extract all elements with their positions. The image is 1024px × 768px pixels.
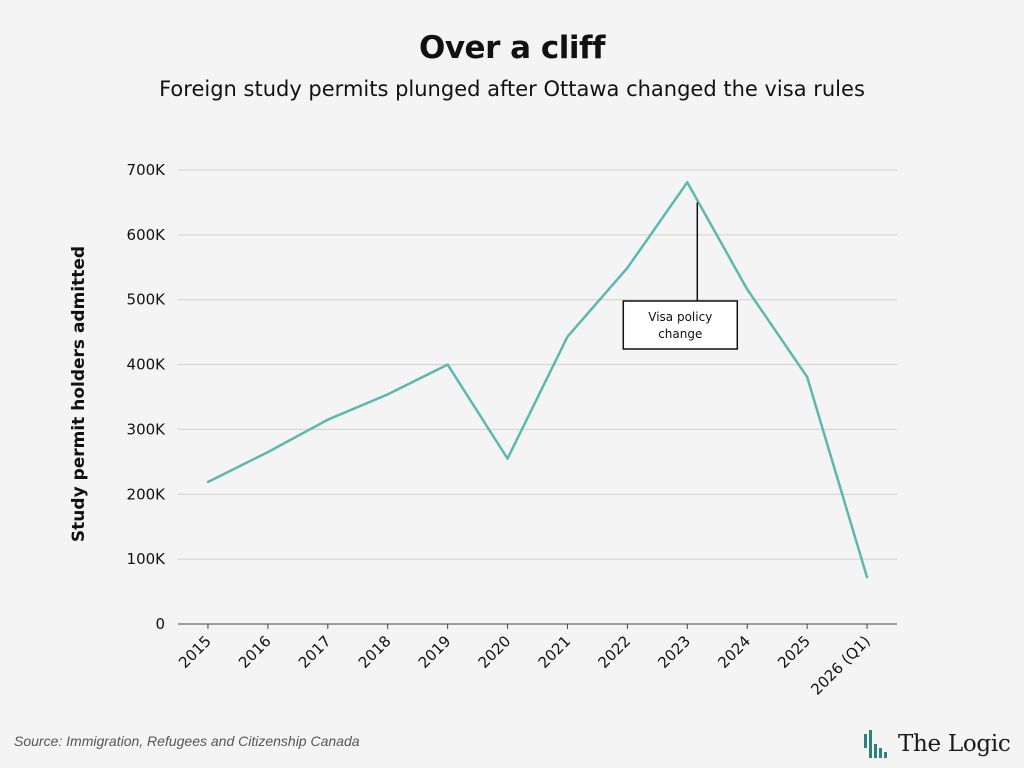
x-tick-label: 2019 — [415, 632, 455, 672]
x-tick-label: 2026 (Q1) — [807, 632, 873, 698]
y-tick-label: 400K — [127, 356, 167, 374]
x-tick-label: 2020 — [475, 632, 515, 672]
data-point — [266, 450, 270, 454]
y-tick-label: 100K — [127, 550, 167, 568]
data-point — [686, 181, 689, 184]
y-tick-label: 0 — [155, 615, 165, 633]
brand-name: The Logic — [898, 731, 1011, 757]
source-note: Source: Immigration, Refugees and Citize… — [14, 733, 360, 749]
x-tick-label: 2016 — [235, 632, 275, 672]
data-point — [746, 288, 749, 291]
annotation-visa-policy: Visa policy change — [622, 202, 739, 350]
y-tick-label: 700K — [127, 161, 167, 179]
y-tick-label: 500K — [127, 291, 167, 309]
y-axis-ticks: 0 100K 200K 300K 400K 500K 600K 700K — [127, 161, 167, 633]
data-point — [865, 576, 869, 579]
x-tick-label: 2024 — [714, 632, 754, 672]
data-point — [326, 418, 329, 421]
data-point — [206, 480, 210, 484]
y-tick-label: 600K — [127, 226, 167, 244]
annotation-text: change — [658, 327, 702, 341]
series-layer — [206, 181, 869, 579]
data-point — [626, 266, 629, 270]
data-point — [805, 375, 809, 379]
x-tick-label: 2015 — [175, 632, 215, 672]
x-tick-label: 2025 — [774, 632, 814, 672]
annotation-text: Visa policy — [648, 310, 712, 324]
y-tick-label: 200K — [127, 485, 167, 503]
chart-subtitle: Foreign study permits plunged after Otta… — [159, 77, 865, 101]
x-axis-ticks: 2015 2016 2017 2018 2019 2020 2021 2022 2023 2024… — [175, 624, 874, 699]
data-point — [506, 457, 509, 460]
data-point — [566, 335, 569, 338]
x-tick-label: 2018 — [355, 632, 395, 672]
x-tick-label: 2022 — [594, 632, 634, 672]
x-tick-label: 2023 — [654, 632, 694, 672]
data-point — [446, 363, 449, 366]
brand-logo: The Logic — [864, 728, 1011, 760]
logo-bars-icon — [864, 730, 887, 758]
chart-title: Over a cliff — [419, 30, 605, 66]
gridlines — [178, 169, 897, 625]
series-line — [207, 181, 869, 578]
data-point — [386, 393, 389, 396]
y-axis-label: Study permit holders admitted — [69, 246, 89, 542]
x-tick-label: 2021 — [535, 632, 575, 672]
x-tick-label: 2017 — [295, 632, 335, 672]
annotation-box — [622, 300, 739, 350]
y-tick-label: 300K — [127, 420, 167, 438]
